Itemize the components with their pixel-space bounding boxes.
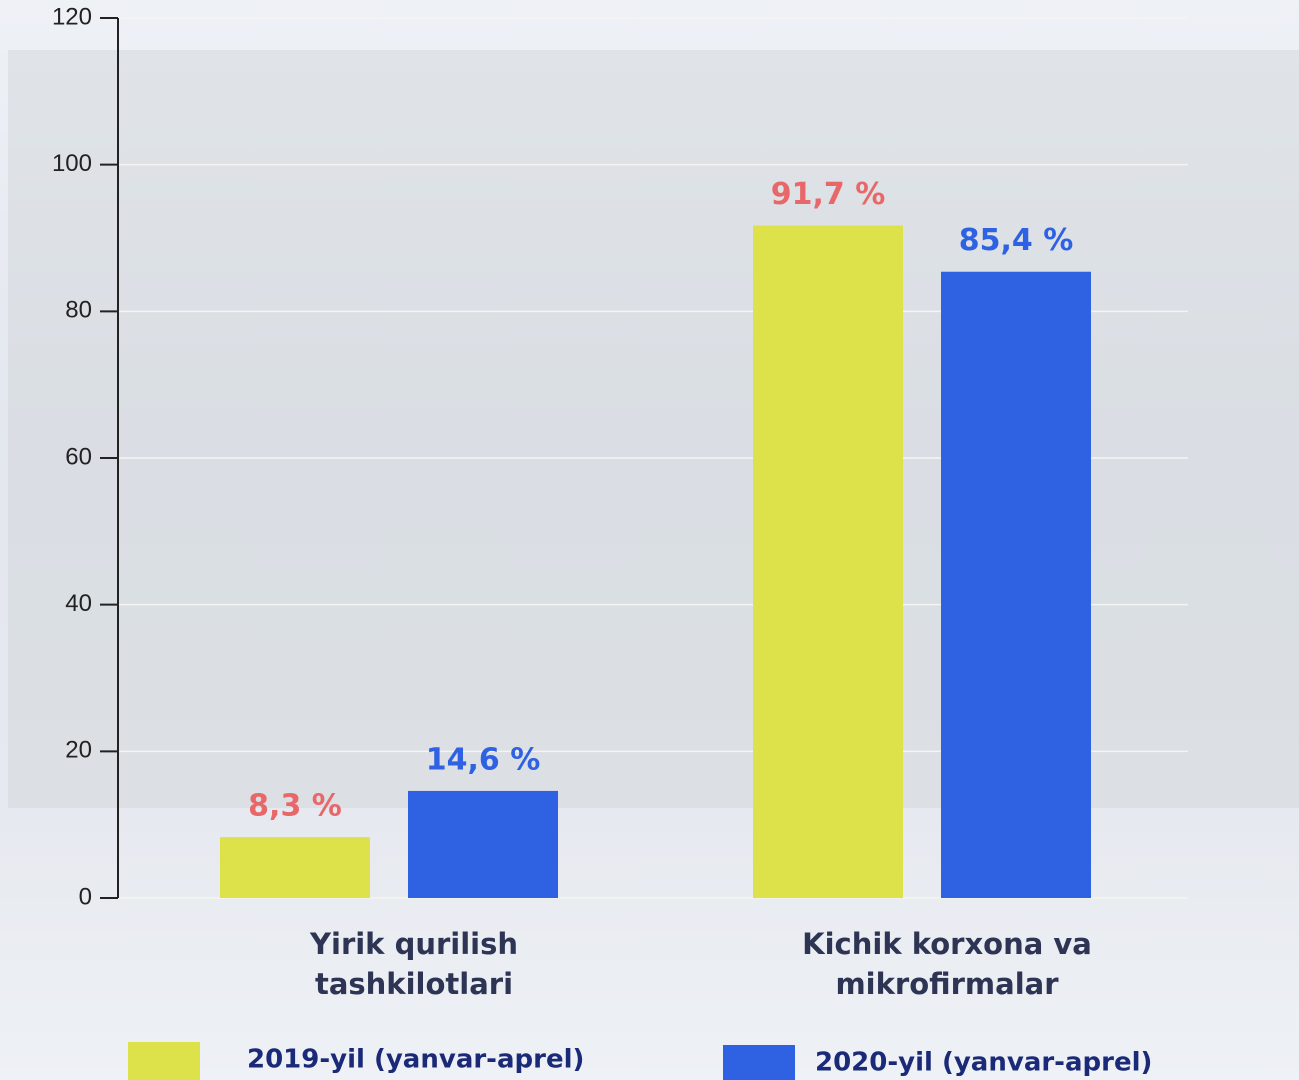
y-tick-label: 100 <box>52 150 92 177</box>
x-tick-label: Yirik qurilish tashkilotlari <box>310 927 518 1001</box>
legend-label: 2020-yil (yanvar-aprel) <box>815 1048 1152 1078</box>
y-tick-label: 60 <box>65 443 92 470</box>
bar <box>941 271 1091 898</box>
legend-label: 2019-yil (yanvar-aprel) <box>247 1045 584 1075</box>
value-label: 14,6 % <box>426 742 541 777</box>
y-tick-label: 20 <box>65 737 92 764</box>
bar <box>753 225 903 899</box>
y-tick-label: 40 <box>65 590 92 617</box>
value-label: 8,3 % <box>248 789 342 824</box>
legend-swatch <box>723 1045 795 1080</box>
y-tick-label: 120 <box>52 3 92 30</box>
value-label: 85,4 % <box>959 223 1074 258</box>
y-tick-label: 0 <box>79 883 92 910</box>
legend-swatch <box>128 1042 200 1080</box>
bar <box>220 837 370 898</box>
bar <box>408 790 558 898</box>
value-label: 91,7 % <box>771 177 886 212</box>
y-tick-label: 80 <box>65 297 92 324</box>
x-tick-label: Kichik korxona va mikrofirmalar <box>802 927 1092 1001</box>
